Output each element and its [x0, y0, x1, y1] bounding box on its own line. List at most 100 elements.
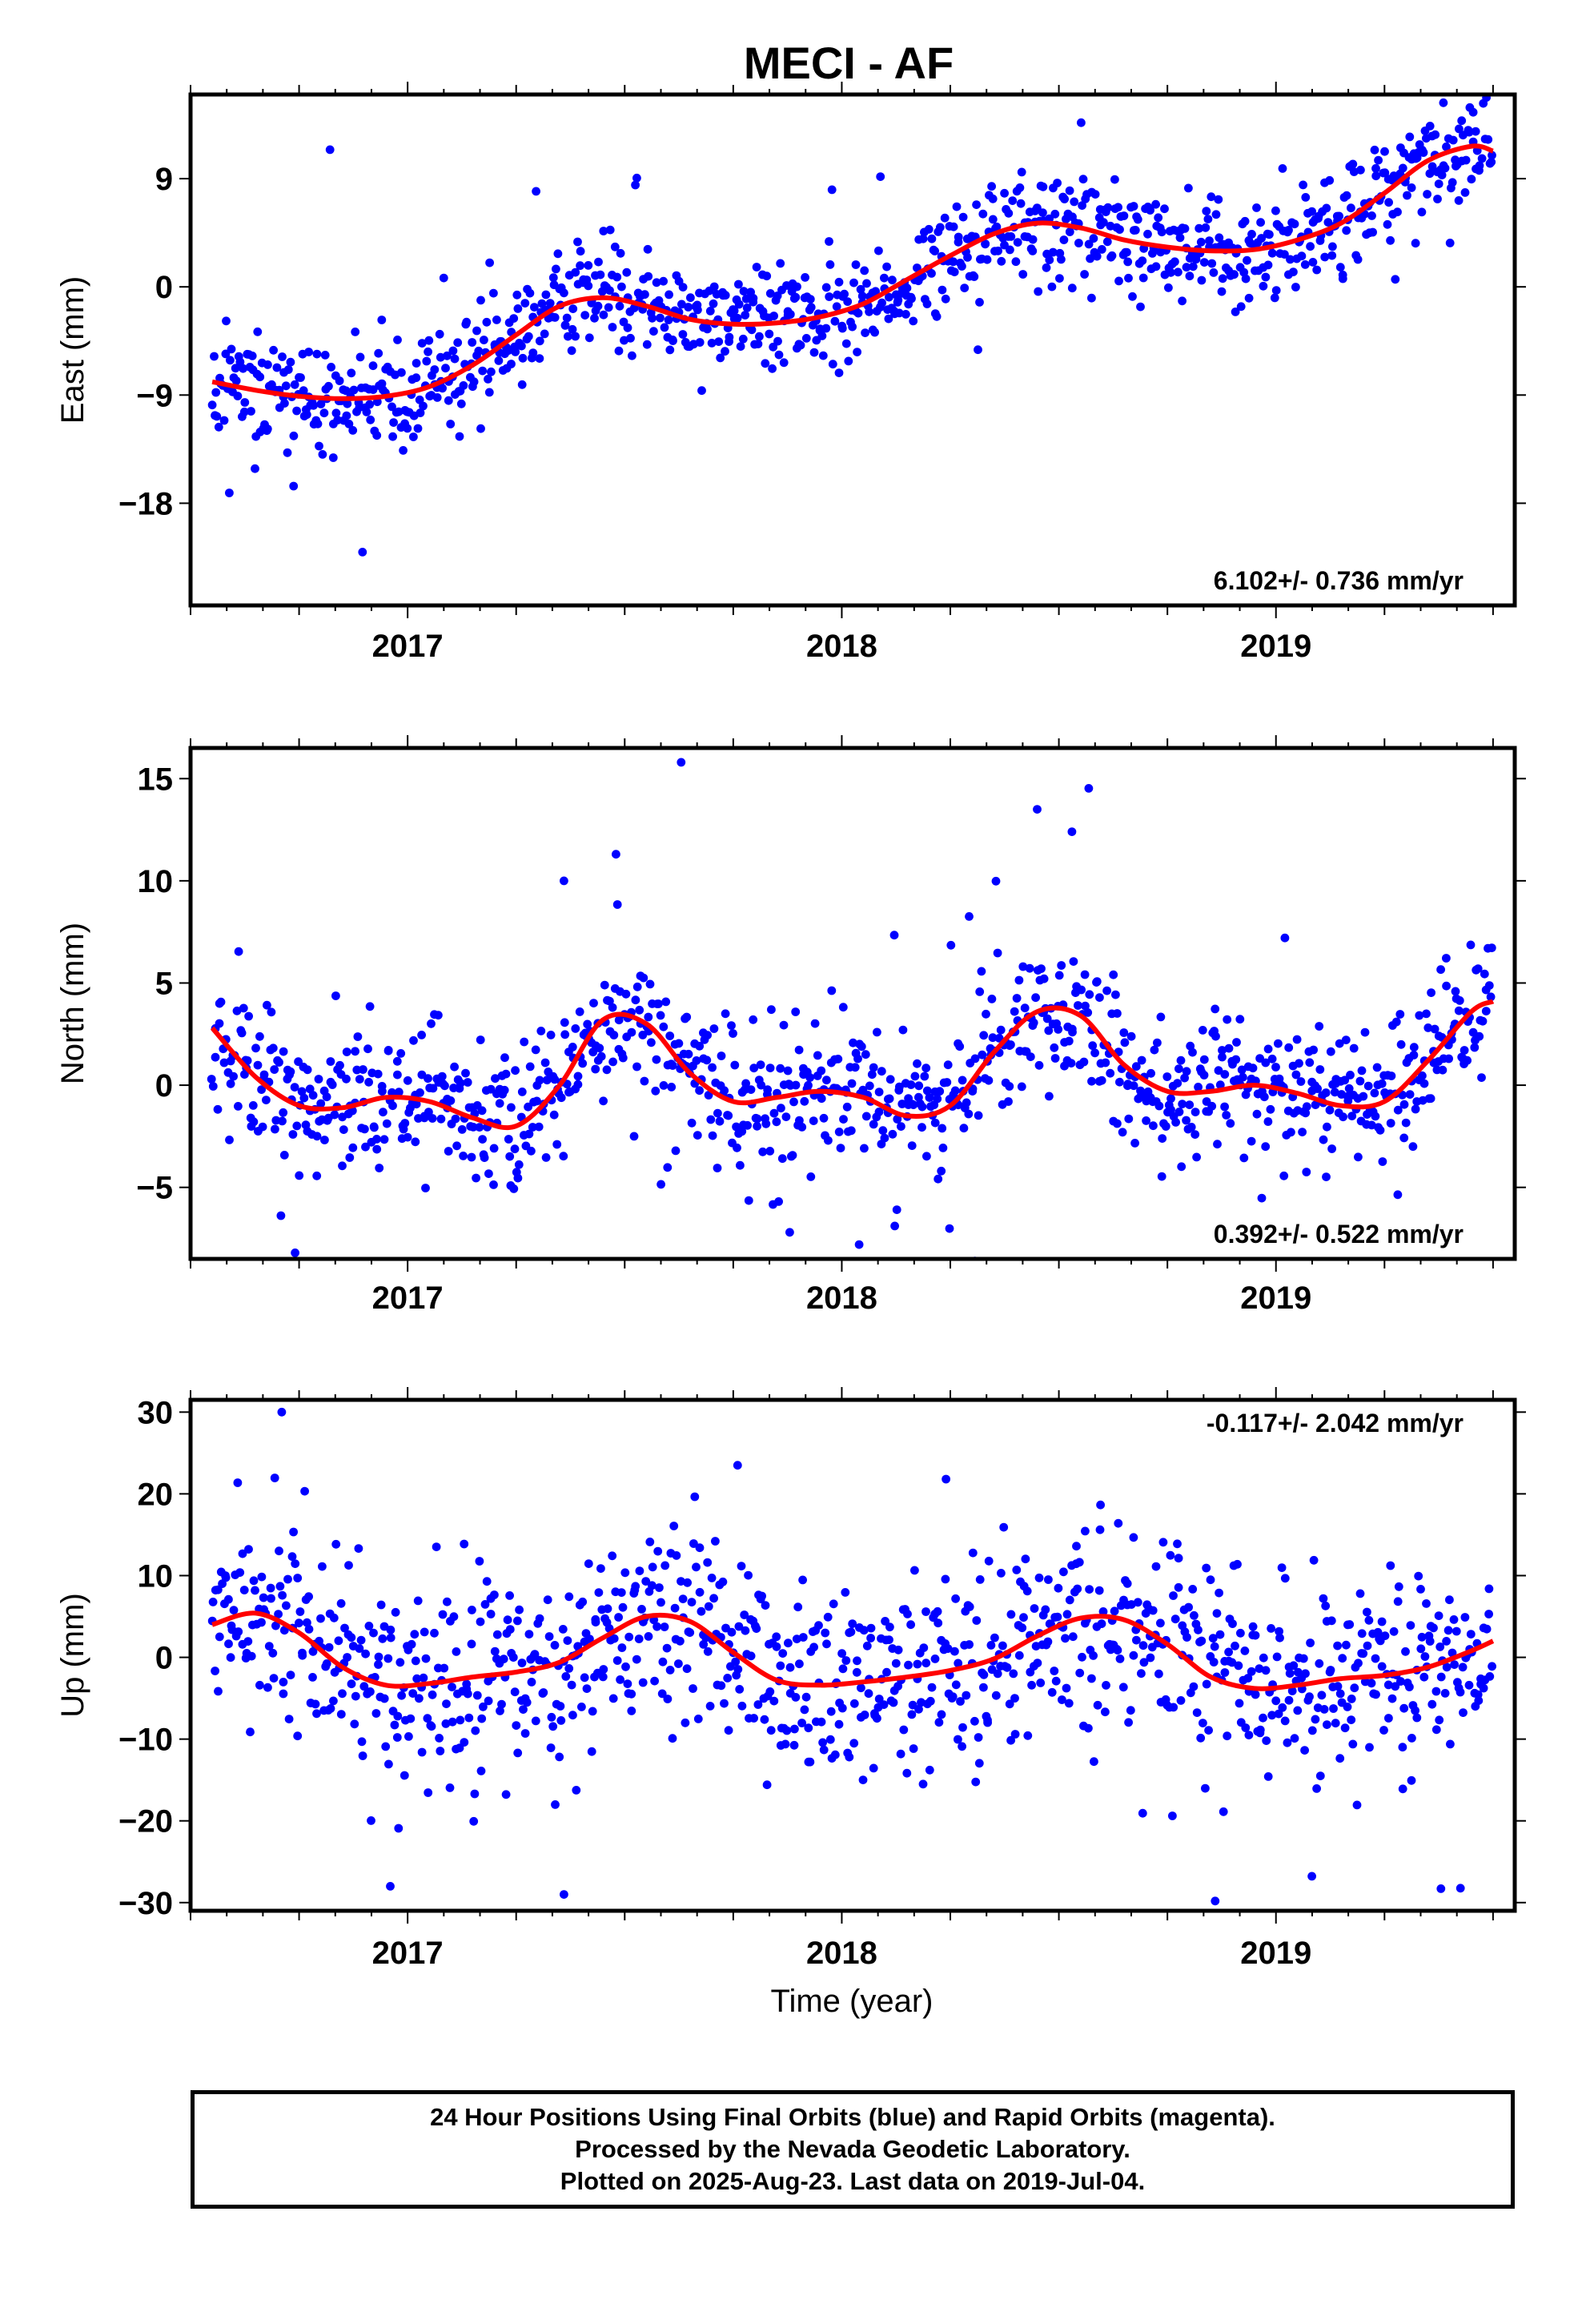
data-point [1393, 1597, 1403, 1606]
data-point [1158, 1134, 1167, 1143]
data-point [769, 1696, 779, 1706]
data-point [974, 345, 982, 355]
data-point [866, 1623, 876, 1633]
data-point [216, 997, 226, 1007]
data-point [1340, 1723, 1350, 1733]
data-point [656, 1180, 665, 1189]
data-point [226, 356, 235, 365]
data-point [247, 1651, 256, 1661]
data-point [954, 1659, 963, 1668]
data-point [452, 1647, 461, 1656]
data-point [451, 1114, 460, 1124]
data-point [563, 1636, 572, 1645]
data-point [364, 1077, 373, 1087]
data-point [442, 1699, 451, 1709]
data-point [843, 297, 853, 306]
y-tick-label: 0 [155, 1641, 173, 1676]
data-point [407, 1639, 416, 1649]
data-point [1081, 1001, 1090, 1011]
data-point [1080, 970, 1090, 979]
data-point [854, 1240, 864, 1249]
data-point [475, 1557, 484, 1566]
data-point [1050, 1054, 1060, 1063]
data-point [501, 1069, 511, 1079]
data-point [1194, 1625, 1203, 1634]
data-point [1380, 1631, 1390, 1640]
data-point [1460, 188, 1470, 197]
data-point [370, 1123, 379, 1132]
data-point [1173, 1539, 1182, 1549]
data-point [1271, 206, 1280, 215]
data-point [1398, 163, 1407, 173]
data-point [1224, 1043, 1234, 1053]
data-point [648, 1562, 657, 1572]
data-point [757, 1591, 766, 1601]
data-point [987, 182, 996, 191]
data-point [1473, 964, 1483, 973]
x-tick-label: 2019 [1240, 629, 1311, 664]
data-point [1271, 286, 1281, 295]
data-point [651, 1086, 661, 1096]
x-axis-label: Time (year) [771, 1984, 934, 2019]
velocity-rate-label: 0.392+/- 0.522 mm/yr [1214, 1220, 1464, 1248]
data-point [1184, 183, 1193, 193]
data-point [896, 1749, 905, 1759]
data-point [1067, 827, 1077, 836]
data-point [1447, 1648, 1457, 1658]
data-point [774, 1197, 783, 1206]
data-point [849, 1038, 857, 1047]
data-point [1374, 155, 1383, 165]
data-point [741, 1079, 750, 1088]
data-point [1315, 1771, 1325, 1781]
data-point [767, 1005, 776, 1015]
data-point [258, 1122, 267, 1132]
data-point [477, 1106, 487, 1116]
data-point [517, 380, 527, 389]
data-point [1436, 1672, 1446, 1682]
data-point [1202, 207, 1211, 215]
data-point [1244, 1731, 1254, 1740]
data-point [895, 1082, 904, 1092]
data-point [219, 1058, 229, 1068]
data-point [1151, 262, 1161, 271]
data-point [693, 305, 702, 315]
data-point [322, 1659, 331, 1668]
data-point [798, 1633, 808, 1642]
data-point [772, 1642, 781, 1651]
data-point [1325, 1105, 1335, 1115]
data-point [535, 354, 544, 363]
data-point [1077, 118, 1086, 127]
data-point [1232, 1038, 1241, 1047]
data-point [1107, 251, 1117, 260]
data-point [1335, 263, 1345, 272]
data-point [982, 255, 992, 264]
data-point [359, 1065, 367, 1074]
data-point [573, 1080, 583, 1089]
data-point [695, 1086, 704, 1096]
data-point [661, 997, 671, 1007]
data-point [1097, 1619, 1106, 1628]
data-point [437, 1072, 447, 1081]
data-point [580, 1673, 589, 1683]
data-point [652, 1055, 661, 1064]
data-point [749, 1015, 758, 1024]
data-point [906, 1620, 915, 1630]
data-point [970, 1054, 980, 1063]
data-point [687, 1118, 697, 1128]
data-point [396, 1658, 405, 1667]
data-point [1405, 132, 1415, 142]
data-point [544, 1632, 554, 1641]
data-point [941, 294, 950, 304]
data-point [776, 259, 785, 268]
data-point [1338, 274, 1347, 283]
data-point [299, 386, 308, 396]
data-point [725, 337, 733, 346]
data-point [532, 1096, 541, 1106]
data-point [1154, 1101, 1164, 1111]
data-point [1115, 225, 1124, 234]
data-point [1138, 1808, 1147, 1818]
data-point [1482, 1624, 1492, 1634]
data-point [283, 448, 292, 457]
data-point [1396, 1039, 1406, 1049]
